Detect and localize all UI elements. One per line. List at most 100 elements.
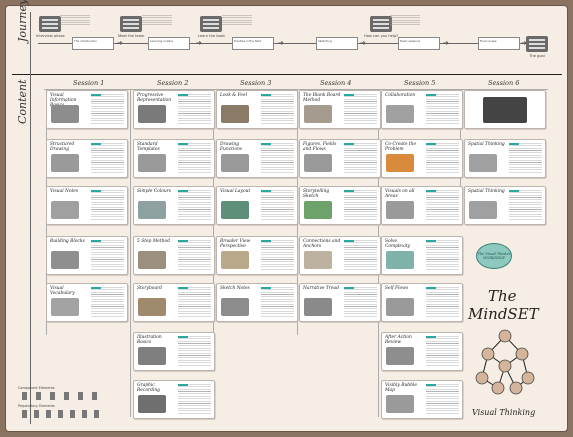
card-body-text (261, 94, 294, 125)
card-body-text (91, 287, 124, 318)
card-solve-complexity[interactable]: Solve Complexity (381, 236, 463, 275)
session-3-heading: Session 3 (240, 79, 272, 87)
session-4-heading: Session 4 (320, 79, 352, 87)
card-body-text (91, 190, 124, 221)
card-body-text (178, 190, 211, 221)
card-visual-layout[interactable]: Visual Layout (216, 186, 298, 225)
card-spatial-thinking-2[interactable]: Spatial Thinking (464, 186, 546, 225)
card-simple-colours[interactable]: Simple Colours (133, 186, 215, 225)
card-body-text (261, 143, 294, 174)
journey-step-meet-team: Meet the team (118, 16, 144, 38)
legend-title-2: Preparatory Elements (18, 404, 55, 408)
card-body-text (178, 384, 211, 415)
journey-divider (12, 74, 562, 75)
journey-step-interview: Interview phase (36, 16, 65, 38)
card-illustration (51, 105, 79, 123)
card-building-blocks[interactable]: Building Blocks (46, 236, 128, 275)
journey-timeline (38, 43, 548, 44)
sessions-rule (44, 89, 548, 90)
card-body-text (178, 336, 211, 367)
card-spatial-thinking-1[interactable]: Spatial Thinking (464, 139, 546, 178)
journey-step-help: How can you help? (364, 16, 398, 38)
card-illustration (304, 298, 332, 316)
card-drawing-functions[interactable]: Drawing Functions (216, 139, 298, 178)
card-illustration (386, 201, 414, 219)
journey-arrow: ➜ (443, 39, 449, 47)
card-broader-view-perspective[interactable]: Broader View Perspective (216, 236, 298, 275)
card-5-step-method[interactable]: 5 Step Method (133, 236, 215, 275)
card-visual-information-basics[interactable]: Visual Information Basics (46, 90, 128, 129)
card-look-and-feel[interactable]: Look & Feel (216, 90, 298, 129)
card-connections-anchors[interactable]: Connections and Anchors (299, 236, 381, 275)
journey-box-4: Sketching (316, 37, 358, 50)
card-body-text (344, 190, 377, 221)
card-illustration (221, 154, 249, 172)
card-illustration (138, 347, 166, 365)
card-self-flows[interactable]: Self Flows (381, 283, 463, 322)
card-illustration (386, 395, 414, 413)
card-sketch-notes[interactable]: Sketch Notes (216, 283, 298, 322)
journey-arrow: ➜ (521, 39, 527, 47)
legend-icons-1 (22, 392, 102, 400)
card-illustration (304, 251, 332, 269)
card-storyboard[interactable]: Storyboard (133, 283, 215, 322)
card-body-text (426, 143, 459, 174)
journey-box-5: Team sessions (398, 37, 440, 50)
card-body-text (426, 94, 459, 125)
card-progressive-representation[interactable]: Progressive Representation (133, 90, 215, 129)
journey-arrow: ➜ (360, 39, 366, 47)
journey-arrow: ➜ (117, 39, 123, 47)
legend-icons-2 (22, 410, 102, 418)
journey-note-1 (60, 15, 90, 27)
card-visual-vocabulary[interactable]: Visual Vocabulary (46, 283, 128, 322)
card-illustration (51, 298, 79, 316)
team-icon (120, 16, 143, 32)
journey-note-2 (142, 15, 172, 27)
card-structured-drawing[interactable]: Structured Drawing (46, 139, 128, 178)
card-illustration (469, 201, 497, 219)
card-illustration (51, 154, 79, 172)
workshop-badge: The Visual Thinker WORKSHOP (476, 243, 512, 269)
card-body-text (344, 287, 377, 318)
card-standard-templates[interactable]: Standard Templates (133, 139, 215, 178)
card-blank-board-method[interactable]: The Blank Board Method (299, 90, 381, 129)
journey-box-2: Learning routine (148, 37, 190, 50)
session-2-heading: Session 2 (157, 79, 189, 87)
projector-illustration (483, 97, 527, 123)
card-illustration-basics[interactable]: Illustration Basics (133, 332, 215, 371)
card-collaboration[interactable]: Collaboration (381, 90, 463, 129)
content-label: Content (16, 79, 29, 124)
card-visibly-bubble-map[interactable]: Visibly Bubble Map (381, 380, 463, 419)
card-illustration (138, 251, 166, 269)
brand-tagline: Visual Thinking (472, 408, 536, 417)
journey-box-3: Practise in the field (232, 37, 274, 50)
card-illustration (51, 201, 79, 219)
card-body-text (509, 190, 542, 221)
card-illustration (221, 105, 249, 123)
card-graphic-recording[interactable]: Graphic Recording (133, 380, 215, 419)
card-illustration (386, 298, 414, 316)
card-body-text (426, 240, 459, 271)
journey-step-goal: The goal (526, 36, 548, 58)
card-illustration (138, 154, 166, 172)
card-storytelling-sketch[interactable]: Storytelling Sketch (299, 186, 381, 225)
session-1-heading: Session 1 (73, 79, 105, 87)
card-visuals-on-all-areas[interactable]: Visuals on all Areas (381, 186, 463, 225)
side-rule (30, 12, 31, 424)
help-icon (370, 16, 392, 32)
session-5-heading: Session 5 (404, 79, 436, 87)
interview-icon (39, 16, 62, 32)
card-co-create-problem[interactable]: Co-Create the Problem (381, 139, 463, 178)
card-body-text (426, 287, 459, 318)
card-visual-notes[interactable]: Visual Notes (46, 186, 128, 225)
brand-line-2: MindSET (468, 305, 539, 323)
card-after-action-review[interactable]: After Action Review (381, 332, 463, 371)
card-body-text (426, 336, 459, 367)
card-illustration (304, 154, 332, 172)
card-body-text (91, 240, 124, 271)
card-illustration (138, 201, 166, 219)
card-narrative-tread[interactable]: Narrative Tread (299, 283, 381, 322)
card-body-text (426, 384, 459, 415)
card-visual-thinking[interactable]: Visual Thinking (464, 90, 546, 129)
card-figures-fields-flows[interactable]: Figures, Fields and Flows (299, 139, 381, 178)
